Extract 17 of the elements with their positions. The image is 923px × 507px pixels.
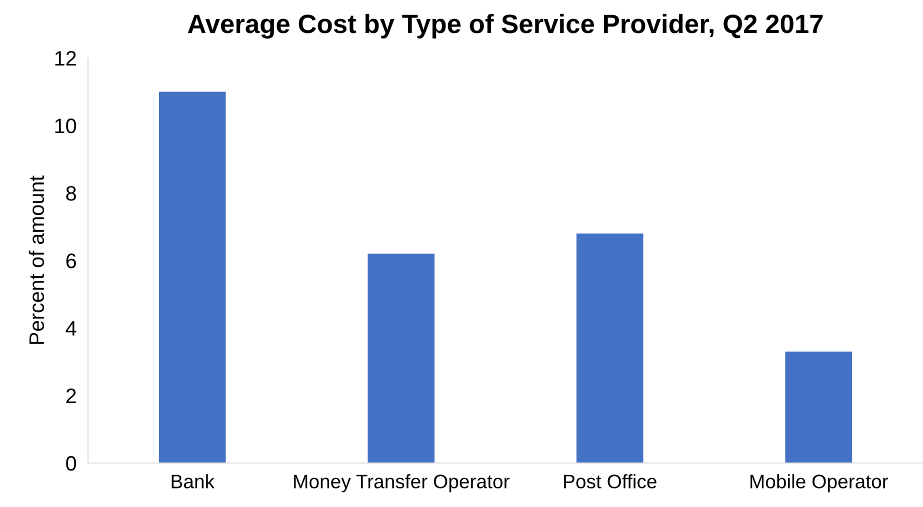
y-tick-label: 10 xyxy=(55,118,76,134)
bar xyxy=(368,254,435,463)
bar xyxy=(158,92,226,463)
y-tick-label: 2 xyxy=(66,388,76,404)
x-tick-label: Post Office xyxy=(564,474,656,488)
x-tick-label: Mobile Operator xyxy=(750,474,888,492)
y-tick-label: 12 xyxy=(55,51,76,66)
chart-title: Average Cost by Type of Service Provider, Q2 2017 xyxy=(188,14,823,39)
y-tick-label: 6 xyxy=(66,254,76,268)
y-tick-label: 0 xyxy=(66,456,76,471)
bar xyxy=(785,352,852,463)
y-tick-label: 8 xyxy=(66,186,76,201)
y-axis-title: Percent of amount xyxy=(28,176,44,344)
y-tick-label: 4 xyxy=(66,321,76,336)
x-tick-label: Bank xyxy=(172,474,215,488)
bar xyxy=(576,234,644,463)
x-tick-label: Money Transfer Operator xyxy=(294,474,510,492)
